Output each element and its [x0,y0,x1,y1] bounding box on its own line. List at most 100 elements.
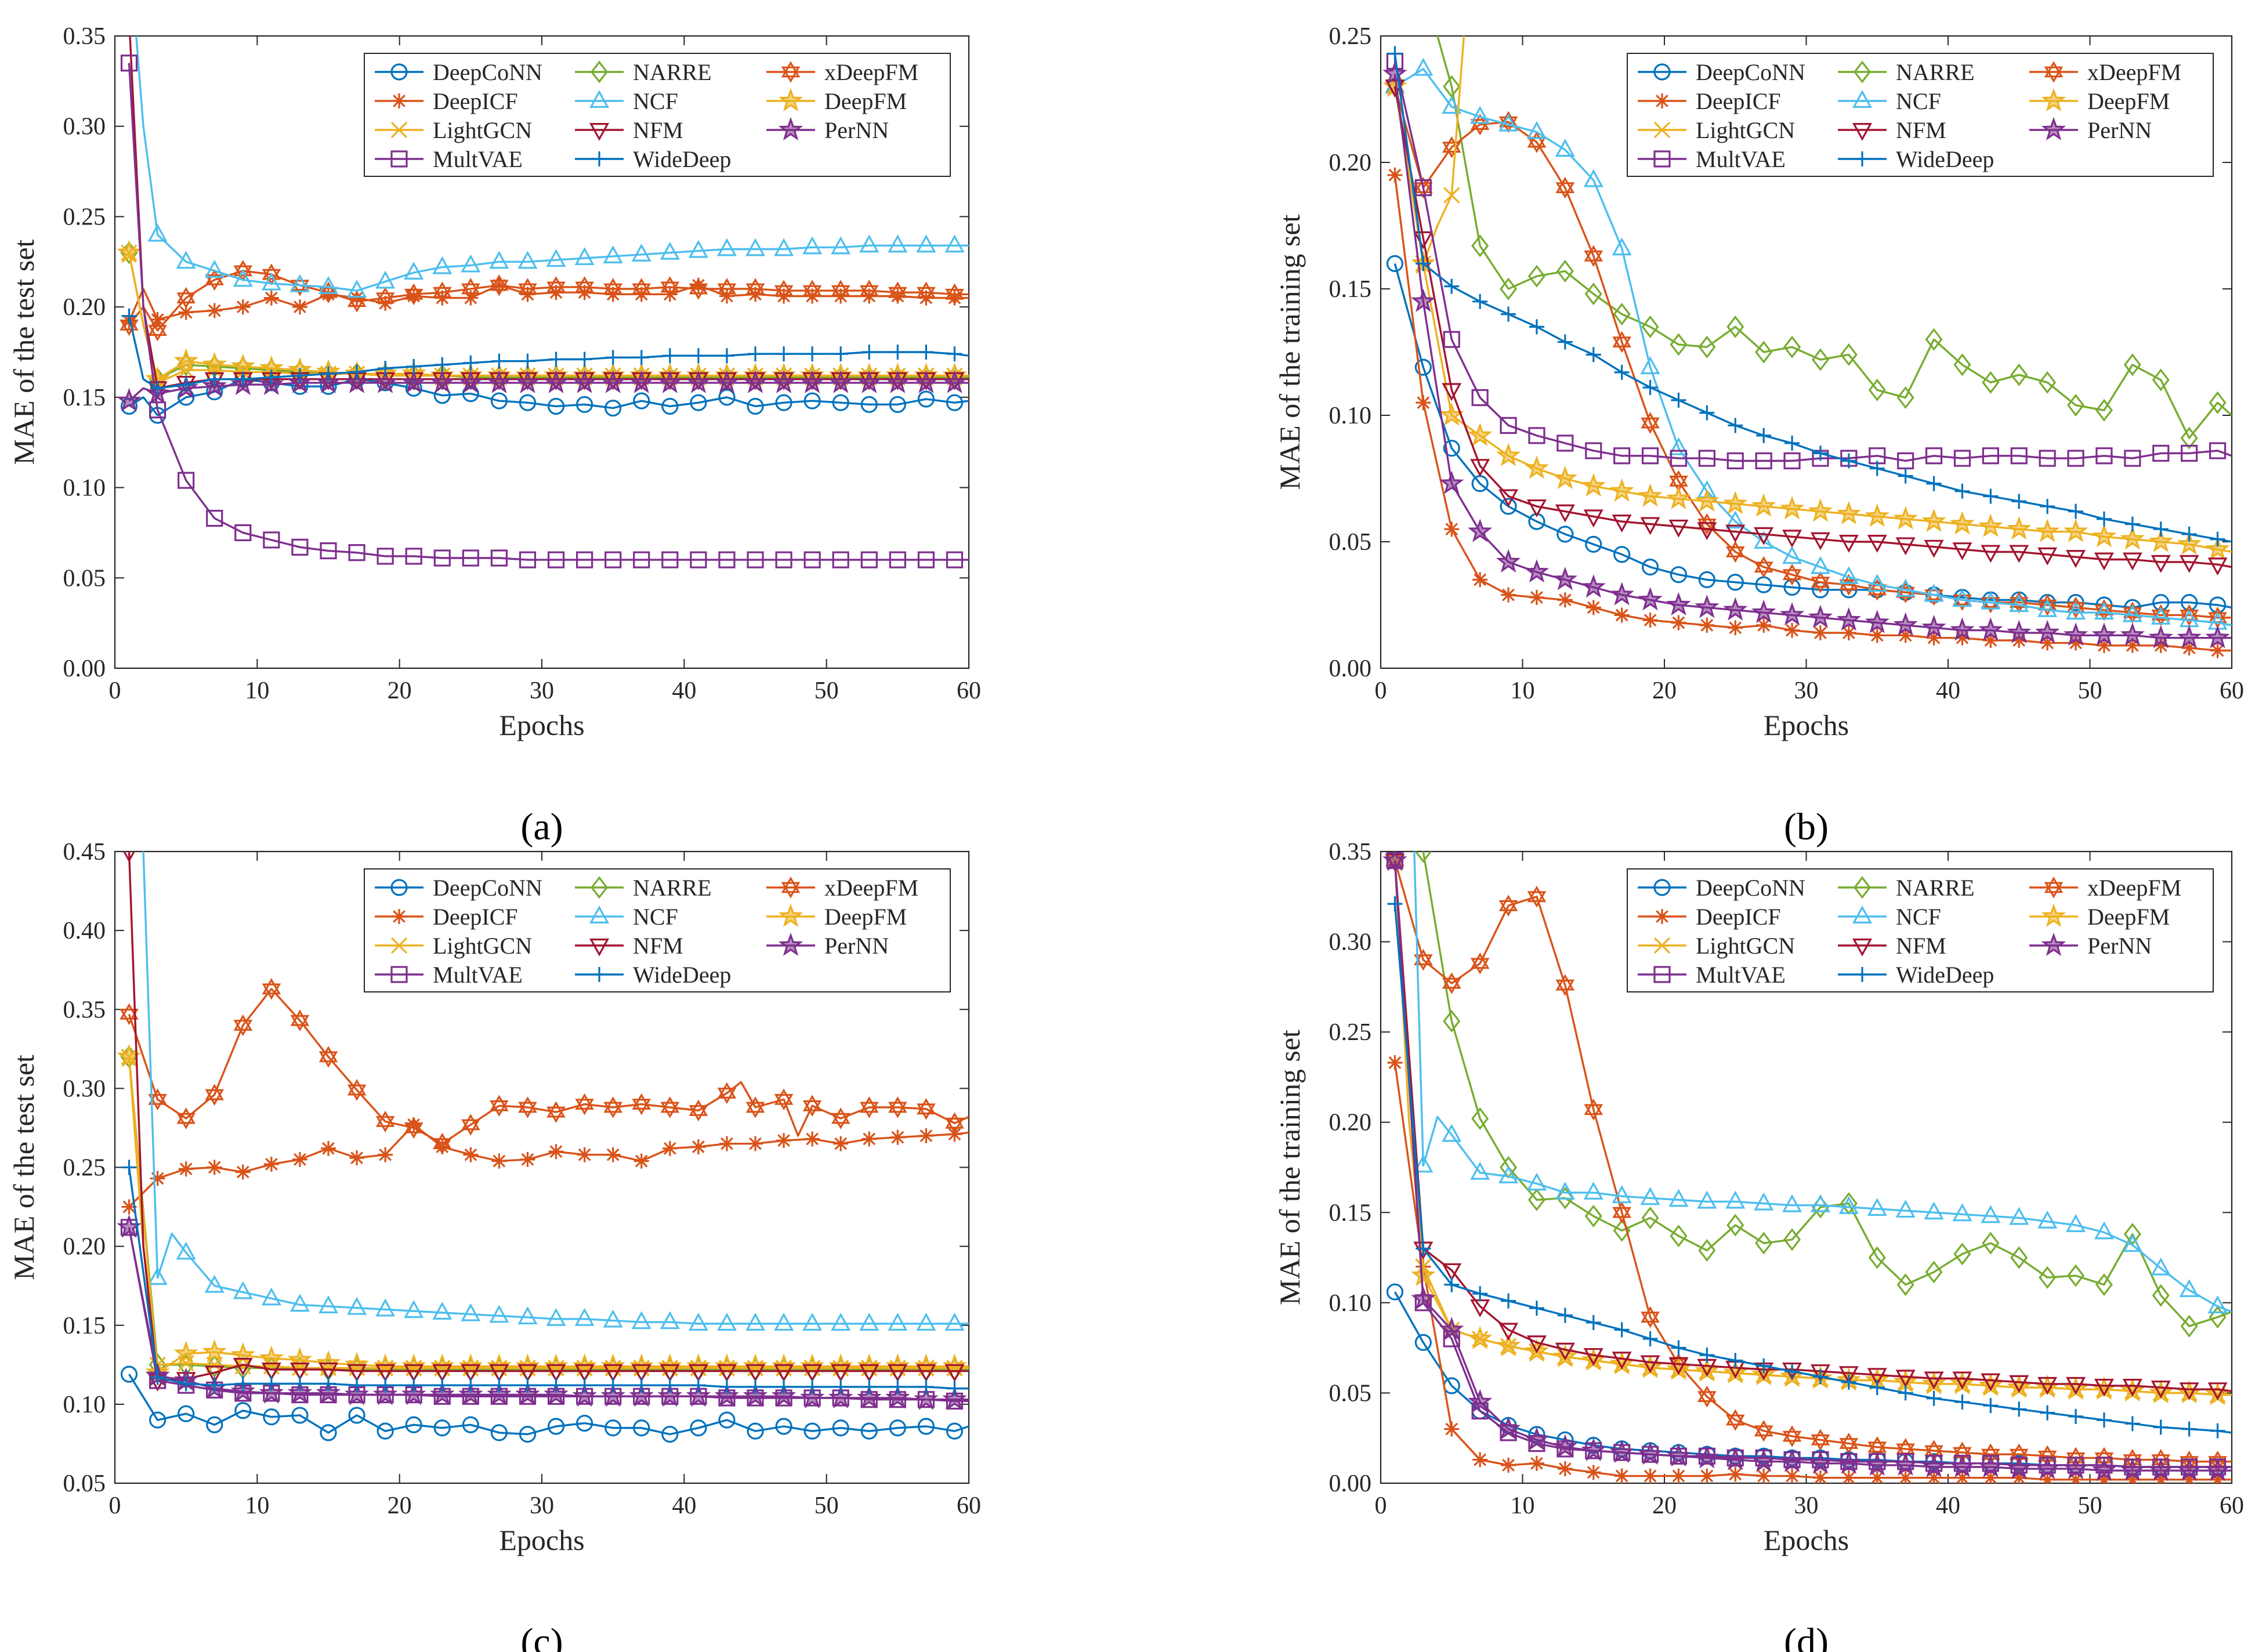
point-narre [2067,1264,2085,1287]
point-deepconn [234,1402,252,1419]
point-deepicf [1472,1452,1488,1468]
point-nfm [944,1364,965,1382]
y-tick-label: 0.10 [1329,403,1372,429]
point-nfm [831,1364,851,1382]
point-ncf [461,254,481,273]
point-multvae [1471,1402,1489,1420]
point-widedeep [1416,256,1431,271]
point-deepfm [173,348,198,372]
point-xdeepfm [802,1095,822,1117]
legend-label-narre: NARRE [1896,875,1975,901]
point-ncf [375,1298,396,1317]
series-line-lightgcn [128,252,969,384]
point-xdeepfm [1839,1432,1859,1455]
point-deepicf [548,1144,564,1160]
point-nfm [289,1362,310,1381]
y-tick-label: 0.10 [1329,1290,1372,1317]
y-axis-label: MAE of the test set [8,1055,40,1280]
point-nfm [745,1364,766,1382]
point-narre [1811,348,1829,371]
point-xdeepfm [1697,1385,1717,1408]
point-widedeep [121,1160,137,1175]
point-multvae [405,548,422,565]
point-xdeepfm [1725,1409,1745,1431]
point-xdeepfm [546,1101,566,1124]
point-narre [2209,1306,2227,1329]
point-widedeep [406,1378,422,1393]
x-tick-label: 30 [1794,678,1819,704]
point-deepconn [1556,526,1574,543]
point-lightgcn [548,1360,564,1376]
legend: DeepCoNN NARRE xDeepFM DeepICF NCF DeepFM Ligh… [364,53,951,177]
x-tick-label: 0 [109,1492,121,1519]
legend-marker-deepconn [390,879,408,896]
point-deepicf [321,287,336,302]
y-tick-label: 0.20 [63,1234,106,1260]
point-pernn [572,369,597,393]
y-tick-label: 0.30 [63,1075,106,1102]
point-narre [2067,394,2085,417]
point-ncf [1526,121,1547,139]
point-multvae [917,551,935,568]
point-multvae [1670,1447,1688,1465]
point-widedeep [463,355,479,371]
point-deepicf [292,1151,307,1167]
point-nfm [318,1362,339,1381]
point-deepicf [918,1128,934,1144]
point-deepicf [263,1157,279,1172]
point-lightgcn [576,1360,593,1376]
point-ncf [2037,1210,2058,1229]
point-ncf [1640,356,1660,375]
x-tick-label: 20 [388,678,412,704]
point-xdeepfm [1782,1425,1802,1447]
point-pernn [1524,559,1550,583]
point-widedeep [1529,319,1544,335]
point-multvae [206,509,223,527]
point-pernn [344,369,370,393]
point-widedeep [178,377,194,393]
point-pernn [1468,1389,1493,1413]
point-xdeepfm [1641,412,1660,434]
point-deepicf [890,288,906,304]
point-narre [2039,371,2057,394]
point-ncf [2066,602,2086,620]
point-ncf [603,1309,623,1328]
point-widedeep [1983,488,1999,504]
point-nfm [2009,1375,2029,1393]
point-deepicf [748,287,763,302]
series-line-lightgcn [1393,860,2232,1396]
y-tick-label: 0.10 [63,475,106,502]
point-multvae [1670,450,1688,467]
point-multvae [1783,452,1801,470]
point-nfm [916,1364,936,1382]
y-tick-label: 0.30 [1329,929,1372,956]
point-deepfm [1468,422,1493,446]
point-multvae [1982,1455,1999,1472]
point-deepicf [861,288,877,304]
point-multvae [348,544,365,561]
legend-box [1627,868,2214,992]
legend-marker-deepfm [778,903,803,928]
point-widedeep [1898,468,1913,484]
y-tick-label: 0.25 [63,1155,106,1182]
point-ncf [888,234,908,253]
y-tick-label: 0.05 [63,565,106,592]
point-multvae [1726,1449,1744,1467]
point-nfm [1867,1368,1887,1386]
point-deepconn [149,1411,166,1429]
point-multvae [718,551,736,568]
point-widedeep [1812,1369,1828,1385]
point-widedeep [1671,1340,1686,1356]
point-widedeep [1529,1300,1544,1316]
legend-label-deepconn: DeepCoNN [1696,875,1805,901]
point-widedeep [2181,1421,2197,1437]
series-layer [117,36,969,568]
point-deepicf [178,305,194,320]
point-ncf [1583,169,1603,187]
point-multvae [1414,1294,1432,1312]
point-deepicf [463,1147,479,1162]
point-ncf [1924,1201,1944,1220]
point-nfm [2066,1376,2086,1395]
panel-caption: (a) [520,806,563,848]
point-pernn [771,369,797,393]
